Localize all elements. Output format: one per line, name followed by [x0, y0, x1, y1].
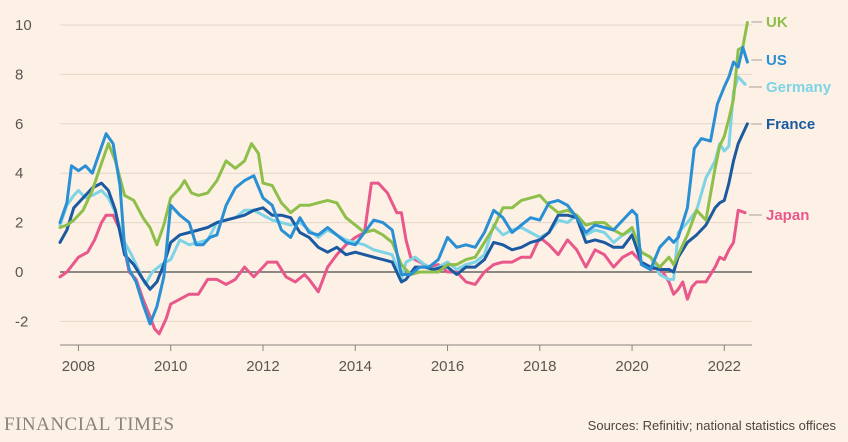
y-tick-label: -2	[15, 313, 28, 330]
x-tick-label: 2022	[708, 358, 741, 375]
y-axis-ticks: 10 8 6 4 2 0 -2	[15, 17, 32, 330]
x-tick-label: 2012	[246, 358, 279, 375]
y-tick-label: 4	[15, 165, 23, 182]
x-tick-label: 2016	[431, 358, 464, 375]
y-tick-label: 8	[15, 66, 23, 83]
series-line-us	[58, 45, 749, 326]
series-line-uk	[58, 21, 749, 276]
series-label-uk: UK	[766, 14, 788, 31]
x-tick-label: 2014	[339, 358, 372, 375]
series-label-france: France	[766, 116, 815, 133]
series-line-japan	[58, 181, 747, 336]
x-tick-label: 2010	[154, 358, 187, 375]
y-tick-label: 6	[15, 116, 23, 133]
y-tick-label: 10	[15, 17, 32, 34]
source-note: Sources: Refinitiv; national statistics …	[587, 418, 836, 433]
brand-logo: FINANCIAL TIMES	[4, 414, 175, 435]
series-label-us: US	[766, 52, 787, 69]
gridlines	[60, 24, 752, 346]
series-lines	[58, 21, 749, 336]
series-line-france	[58, 122, 749, 291]
x-tick-label: 2018	[523, 358, 556, 375]
series-labels: Japan Germany France UK US	[749, 14, 832, 224]
x-axis-ticks: 2008 2010 2012 2014 2016 2018 2020 2022	[62, 345, 741, 375]
series-label-japan: Japan	[766, 207, 809, 224]
y-tick-label: 0	[15, 264, 23, 281]
x-tick-label: 2008	[62, 358, 95, 375]
series-label-germany: Germany	[766, 79, 832, 96]
x-tick-label: 2020	[615, 358, 648, 375]
y-tick-label: 2	[15, 215, 23, 232]
